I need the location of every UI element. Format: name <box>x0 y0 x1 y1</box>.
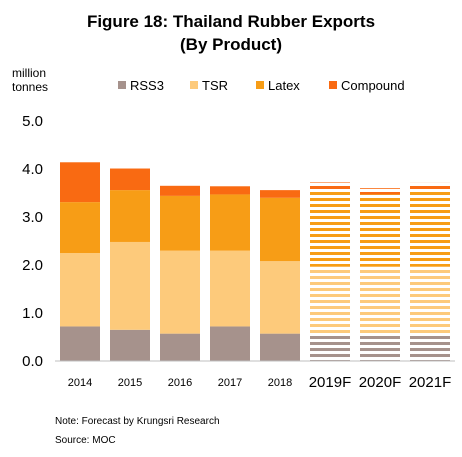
y-tick-label: 3.0 <box>22 209 43 226</box>
x-tick-label: 2021F <box>409 374 452 391</box>
bar-tsr-2019f <box>310 266 350 334</box>
bars <box>60 162 450 361</box>
y-tick-label: 2.0 <box>22 257 43 274</box>
bar-latex-2018 <box>260 197 300 262</box>
legend-label-compound: Compound <box>341 78 405 93</box>
bar-compound-2021f <box>410 182 450 190</box>
bar-latex-2016 <box>160 195 200 251</box>
bar-rss3-2016 <box>160 333 200 361</box>
legend-label-rss3: RSS3 <box>130 78 164 93</box>
chart-subtitle: (By Product) <box>180 35 282 54</box>
legend-swatch-tsr <box>190 81 198 89</box>
bar-latex-2014 <box>60 202 100 253</box>
x-tick-label: 2016 <box>168 377 192 389</box>
x-tick-label: 2015 <box>118 377 142 389</box>
bar-compound-2016 <box>160 185 200 196</box>
bar-rss3-2020f <box>360 333 400 361</box>
y-axis: 0.0 1.0 2.0 3.0 4.0 5.0 <box>22 113 43 370</box>
y-axis-label-line1: million <box>12 66 46 80</box>
bar-latex-2017 <box>210 194 250 251</box>
x-tick-label: 2014 <box>68 377 92 389</box>
bar-rss3-2017 <box>210 326 250 361</box>
forecast-note: Note: Forecast by Krungsri Research <box>55 416 220 427</box>
bar-latex-2015 <box>110 190 150 242</box>
y-axis-label-line2: tonnes <box>12 80 48 94</box>
bar-rss3-2014 <box>60 326 100 361</box>
bar-tsr-2014 <box>60 253 100 327</box>
bar-tsr-2015 <box>110 241 150 330</box>
bar-rss3-2015 <box>110 329 150 361</box>
bar-compound-2018 <box>260 190 300 198</box>
y-tick-label: 1.0 <box>22 305 43 322</box>
bar-latex-2020f <box>360 194 400 267</box>
legend-swatch-rss3 <box>118 81 126 89</box>
bar-compound-2019f <box>310 182 350 190</box>
legend-label-latex: Latex <box>268 78 300 93</box>
bar-tsr-2018 <box>260 261 300 334</box>
bar-tsr-2017 <box>210 250 250 327</box>
bar-compound-2020f <box>360 188 400 195</box>
bar-tsr-2016 <box>160 250 200 334</box>
y-tick-label: 0.0 <box>22 353 43 370</box>
x-tick-label: 2017 <box>218 377 242 389</box>
chart-title: Figure 18: Thailand Rubber Exports <box>87 12 375 31</box>
bar-latex-2021f <box>410 189 450 267</box>
legend-label-tsr: TSR <box>202 78 228 93</box>
bar-compound-2017 <box>210 186 250 195</box>
bar-rss3-2019f <box>310 333 350 361</box>
x-tick-label: 2020F <box>359 374 402 391</box>
bar-compound-2015 <box>110 168 150 191</box>
bar-tsr-2021f <box>410 266 450 334</box>
legend-swatch-latex <box>256 81 264 89</box>
legend-swatch-compound <box>329 81 337 89</box>
bar-compound-2014 <box>60 162 100 203</box>
bar-latex-2019f <box>310 189 350 267</box>
x-tick-label: 2018 <box>268 377 292 389</box>
x-tick-label: 2019F <box>309 374 352 391</box>
y-tick-label: 5.0 <box>22 113 43 130</box>
bar-tsr-2020f <box>360 266 400 334</box>
legend: RSS3 TSR Latex Compound <box>118 78 405 93</box>
bar-rss3-2021f <box>410 333 450 361</box>
source-note: Source: MOC <box>55 435 116 446</box>
x-axis: 2014 2015 2016 2017 2018 2019F 2020F 2021F <box>55 360 455 391</box>
y-tick-label: 4.0 <box>22 161 43 178</box>
bar-rss3-2018 <box>260 333 300 361</box>
